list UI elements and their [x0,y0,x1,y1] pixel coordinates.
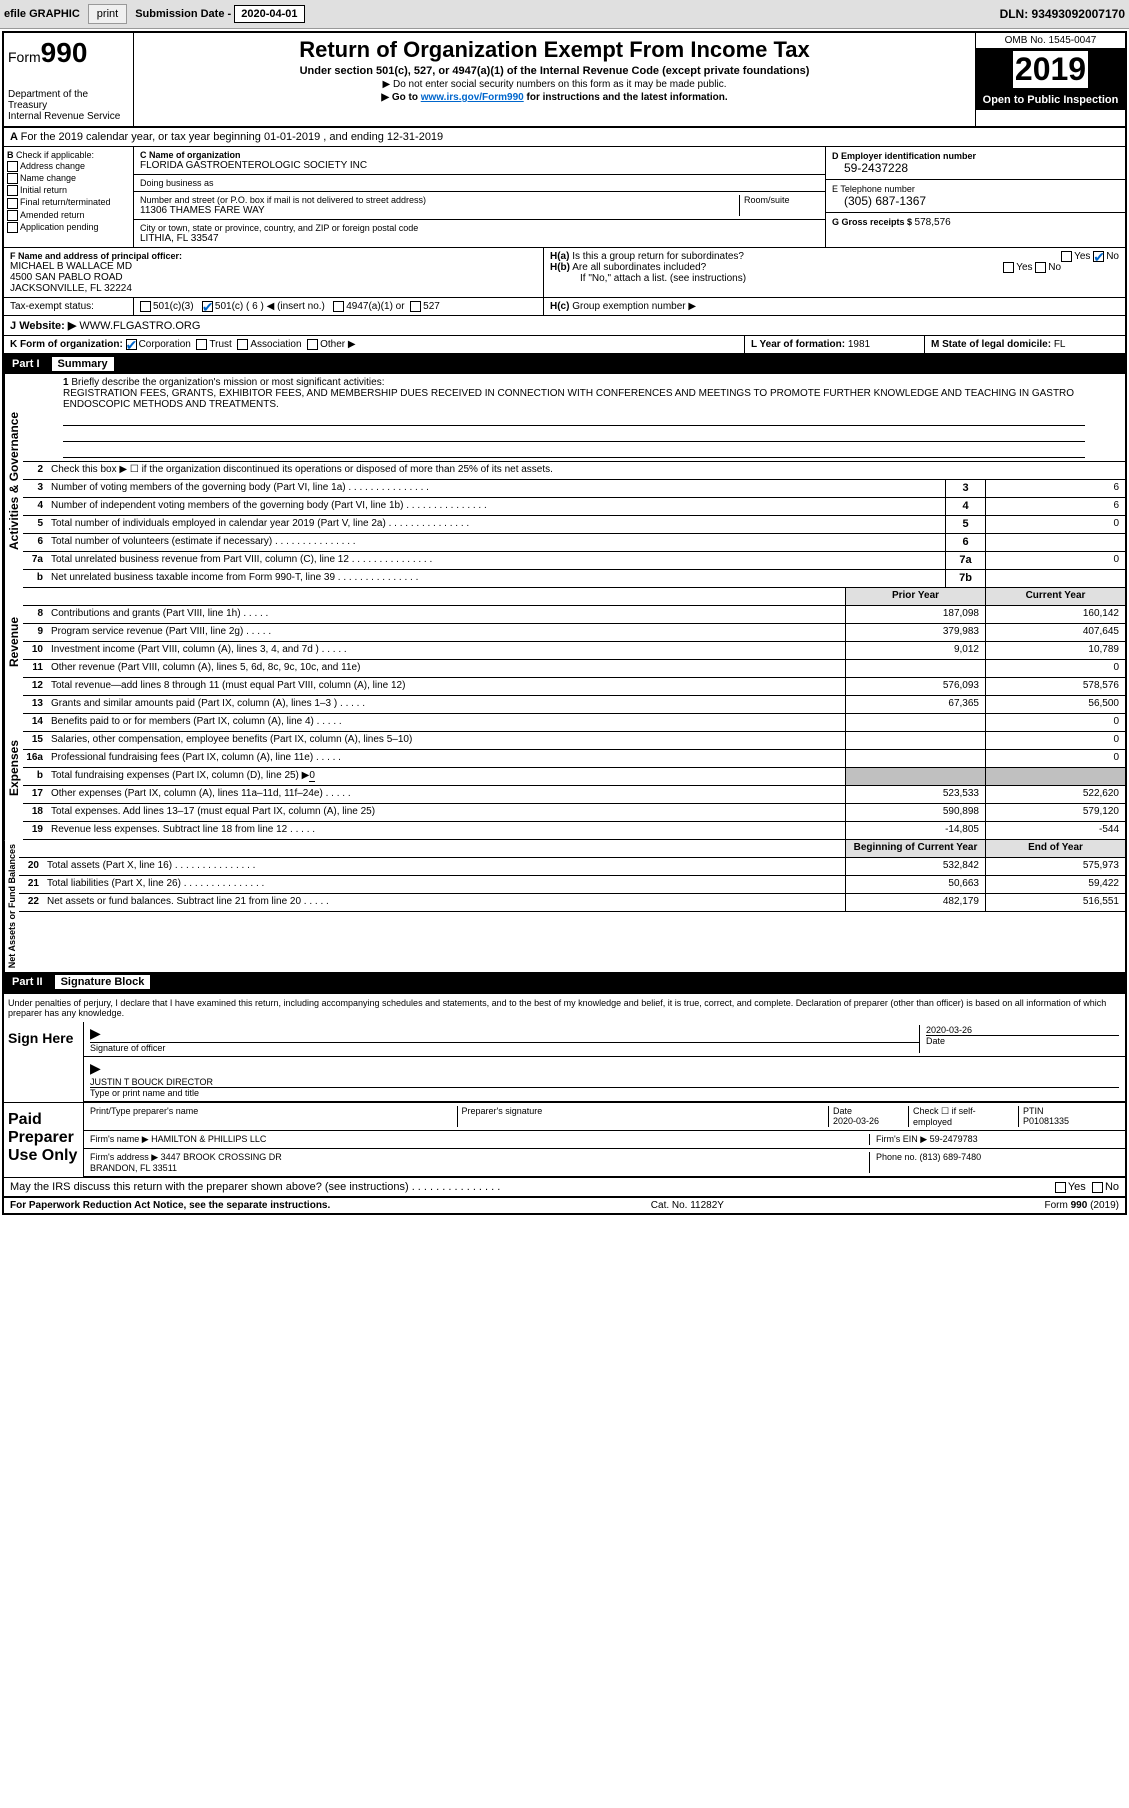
vlabel-expenses: Expenses [4,696,23,840]
note-link: ▶ Go to www.irs.gov/Form990 for instruct… [142,92,967,103]
dept-treasury: Department of the Treasury Internal Reve… [8,89,129,122]
year-formation: 1981 [848,339,870,350]
org-address: 11306 THAMES FARE WAY [140,205,739,216]
website: WWW.FLGASTRO.ORG [79,320,200,332]
officer-name: JUSTIN T BOUCK DIRECTOR [90,1077,1119,1088]
form-990: Form990 Department of the Treasury Inter… [2,31,1127,1215]
chk-trust[interactable] [196,339,207,350]
chk-amended[interactable] [7,210,18,221]
chk-assoc[interactable] [237,339,248,350]
vlabel-governance: Activities & Governance [4,374,23,588]
vlabel-net: Net Assets or Fund Balances [4,840,19,972]
gross-receipts: 578,576 [915,217,951,228]
firm-phone: (813) 689-7480 [920,1152,982,1162]
ha-yes[interactable] [1061,251,1072,262]
header-left: Form990 Department of the Treasury Inter… [4,33,134,126]
efile-label: efile GRAPHIC [4,8,80,20]
check-if-applicable: B Check if applicable: Address change Na… [4,147,134,247]
sign-here-row: Sign Here ▶ Signature of officer 2020-03… [4,1022,1125,1103]
l5v: 0 [985,516,1125,533]
activities-governance: Activities & Governance 1 Briefly descri… [4,374,1125,588]
vlabel-revenue: Revenue [4,588,23,696]
chk-initial[interactable] [7,185,18,196]
l4v: 6 [985,498,1125,515]
chk-name[interactable] [7,173,18,184]
chk-address[interactable] [7,161,18,172]
chk-4947[interactable] [333,301,344,312]
form-header: Form990 Department of the Treasury Inter… [4,33,1125,128]
omb-number: OMB No. 1545-0047 [976,33,1125,49]
hb-no[interactable] [1035,262,1046,273]
net-assets-section: Net Assets or Fund Balances Beginning of… [4,840,1125,972]
open-public: Open to Public Inspection [976,90,1125,110]
chk-corp[interactable] [126,339,137,350]
telephone: (305) 687-1367 [832,194,1119,208]
discuss-yes[interactable] [1055,1182,1066,1193]
chk-other[interactable] [307,339,318,350]
l7av: 0 [985,552,1125,569]
paid-preparer-row: Paid Preparer Use Only Print/Type prepar… [4,1103,1125,1178]
tax-year: 2019 [976,49,1125,90]
chk-501c[interactable] [202,301,213,312]
chk-501c3[interactable] [140,301,151,312]
ptin: P01081335 [1023,1116,1069,1126]
section-b-to-g: B Check if applicable: Address change Na… [4,147,1125,248]
dln: DLN: 93493092007170 [1000,7,1125,21]
row-f-h: F Name and address of principal officer:… [4,248,1125,298]
col-d-e-g: D Employer identification number 59-2437… [825,147,1125,247]
l3v: 6 [985,480,1125,497]
firm-ein: 59-2479783 [930,1134,978,1144]
mission: 1 Briefly describe the organization's mi… [23,374,1125,462]
chk-527[interactable] [410,301,421,312]
l7bv [985,570,1125,587]
discuss-row: May the IRS discuss this return with the… [4,1178,1125,1197]
submission-date: 2020-04-01 [234,5,304,23]
state-domicile: FL [1054,339,1066,350]
part2-header: Part II Signature Block [4,972,1125,992]
chk-final[interactable] [7,198,18,209]
revenue-section: Revenue Prior YearCurrent Year 8Contribu… [4,588,1125,696]
declaration: Under penalties of perjury, I declare th… [8,998,1121,1018]
header-right: OMB No. 1545-0047 2019 Open to Public In… [975,33,1125,126]
ein: 59-2437228 [832,161,1119,175]
form-title: Return of Organization Exempt From Incom… [142,37,967,63]
print-button[interactable]: print [88,4,127,24]
mission-text: REGISTRATION FEES, GRANTS, EXHIBITOR FEE… [63,388,1074,410]
org-info: C Name of organization FLORIDA GASTROENT… [134,147,825,247]
l6v [985,534,1125,551]
submission-label: Submission Date - 2020-04-01 [135,8,304,20]
irs-link[interactable]: www.irs.gov/Form990 [421,92,524,103]
ha-no[interactable] [1093,251,1104,262]
sig-date: 2020-03-26 [926,1025,1119,1035]
toolbar: efile GRAPHIC print Submission Date - 20… [0,0,1129,29]
signature-block: Under penalties of perjury, I declare th… [4,992,1125,1022]
form-subtitle: Under section 501(c), 527, or 4947(a)(1)… [142,65,967,77]
firm-name: HAMILTON & PHILLIPS LLC [151,1134,266,1144]
header-center: Return of Organization Exempt From Incom… [134,33,975,126]
discuss-no[interactable] [1092,1182,1103,1193]
org-city: LITHIA, FL 33547 [140,233,819,244]
note-ssn: ▶ Do not enter social security numbers o… [142,79,967,90]
hb-yes[interactable] [1003,262,1014,273]
part1-header: Part I Summary [4,354,1125,374]
footer: For Paperwork Reduction Act Notice, see … [4,1197,1125,1213]
expenses-section: Expenses 13Grants and similar amounts pa… [4,696,1125,840]
officer: MICHAEL B WALLACE MD 4500 SAN PABLO ROAD… [10,261,537,294]
chk-pending[interactable] [7,222,18,233]
row-k-l-m: K Form of organization: Corporation Trus… [4,336,1125,354]
row-j: J Website: ▶ WWW.FLGASTRO.ORG [4,316,1125,336]
row-a: A For the 2019 calendar year, or tax yea… [4,128,1125,147]
row-i-hc: Tax-exempt status: 501(c)(3) 501(c) ( 6 … [4,298,1125,316]
org-name: FLORIDA GASTROENTEROLOGIC SOCIETY INC [140,160,819,171]
